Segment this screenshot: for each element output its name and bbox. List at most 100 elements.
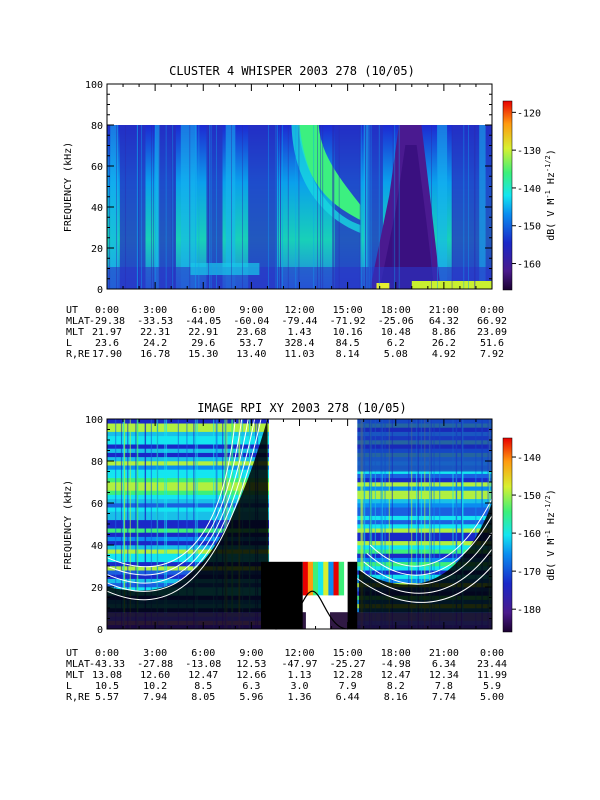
- table-cell: 11.99: [477, 670, 507, 681]
- table-cell: 6.34: [432, 659, 456, 670]
- table-cell: 8.16: [384, 692, 408, 703]
- panel2-ephemeris-table: UTMLATMLTLR,RE0:00-43.3313.0810.55.573:0…: [66, 648, 507, 703]
- table-cell: 18:00: [381, 648, 411, 659]
- colorbar-tick-label: -160: [517, 529, 541, 540]
- table-row-label: MLAT: [66, 659, 90, 670]
- table-cell: 5.9: [483, 681, 501, 692]
- table-cell: -43.33: [89, 659, 125, 670]
- table-cell: 8.05: [191, 692, 215, 703]
- table-cell: 15:00: [333, 648, 363, 659]
- table-cell: 8.86: [432, 327, 456, 338]
- table-cell: 3.0: [290, 681, 308, 692]
- table-cell: 6:00: [191, 305, 215, 316]
- table-cell: 10.5: [95, 681, 119, 692]
- panel1-spectrogram: [107, 125, 492, 289]
- table-cell: 10.16: [333, 327, 363, 338]
- table-cell: 6.2: [387, 338, 405, 349]
- panel1-colorbar: -120 -130 -140 -150 -160 dB( V M-1 Hz-1/2): [502, 100, 557, 291]
- table-cell: 5.57: [95, 692, 119, 703]
- y-tick-label: 100: [85, 80, 103, 91]
- table-cell: 23.6: [95, 338, 119, 349]
- panel1-colorbar-bar: [502, 100, 513, 291]
- table-cell: 16.78: [140, 349, 170, 360]
- table-row-label: MLT: [66, 670, 84, 681]
- table-cell: 13.08: [92, 670, 122, 681]
- table-cell: 7.74: [432, 692, 456, 703]
- table-cell: 12.47: [188, 670, 218, 681]
- table-cell: 12:00: [284, 305, 314, 316]
- table-cell: 328.4: [284, 338, 314, 349]
- table-cell: -25.27: [330, 659, 366, 670]
- colorbar-tick-label: -140: [517, 184, 541, 195]
- table-cell: -47.97: [281, 659, 317, 670]
- y-tick-label: 80: [91, 457, 103, 468]
- table-cell: 24.2: [143, 338, 167, 349]
- table-cell: 7.8: [435, 681, 453, 692]
- panel2-title: IMAGE RPI XY 2003 278 (10/05): [197, 401, 407, 415]
- panel1-axis-ticks: 0 20 40 60 80 100: [85, 80, 493, 296]
- table-cell: -25.06: [378, 316, 414, 327]
- table-cell: 7.92: [480, 349, 504, 360]
- table-cell: -27.88: [137, 659, 173, 670]
- table-cell: 0:00: [480, 648, 504, 659]
- colorbar-tick-label: -120: [517, 108, 541, 119]
- table-cell: 22.91: [188, 327, 218, 338]
- table-cell: 0:00: [480, 305, 504, 316]
- colorbar-tick-label: -170: [517, 567, 541, 578]
- table-cell: -13.08: [185, 659, 221, 670]
- table-cell: 7.9: [339, 681, 357, 692]
- table-cell: 13.40: [236, 349, 266, 360]
- table-cell: 0:00: [95, 648, 119, 659]
- table-row-label: UT: [66, 648, 78, 659]
- table-cell: 5.96: [239, 692, 263, 703]
- table-cell: -44.05: [185, 316, 221, 327]
- table-cell: 12.60: [140, 670, 170, 681]
- table-cell: 9:00: [239, 305, 263, 316]
- panel2-colorbar-label: dB( V M-1 Hz-1/2): [544, 489, 557, 581]
- y-tick-label: 60: [91, 499, 103, 510]
- table-row-label: L: [66, 681, 72, 692]
- colorbar-tick-label: -150: [517, 491, 541, 502]
- y-tick-label: 80: [91, 121, 103, 132]
- table-cell: 51.6: [480, 338, 504, 349]
- table-row-label: UT: [66, 305, 78, 316]
- y-tick-label: 60: [91, 162, 103, 173]
- panel2-spectrogram: [106, 416, 493, 630]
- table-cell: 1.43: [287, 327, 311, 338]
- panel1-plot-area: 0 20 40 60 80 100: [85, 80, 493, 296]
- panel2-colorbar-bar: [502, 437, 513, 633]
- table-cell: 29.6: [191, 338, 215, 349]
- table-cell: 21:00: [429, 648, 459, 659]
- panel1-title: CLUSTER 4 WHISPER 2003 278 (10/05): [169, 64, 415, 78]
- table-cell: 53.7: [239, 338, 263, 349]
- table-cell: 8.14: [336, 349, 360, 360]
- table-cell: -71.92: [330, 316, 366, 327]
- colorbar-tick-label: -140: [517, 453, 541, 464]
- table-cell: 66.92: [477, 316, 507, 327]
- table-cell: 1.36: [287, 692, 311, 703]
- table-cell: 12:00: [284, 648, 314, 659]
- table-row-label: MLAT: [66, 316, 90, 327]
- table-cell: -33.53: [137, 316, 173, 327]
- table-cell: 8.2: [387, 681, 405, 692]
- table-cell: 12.28: [333, 670, 363, 681]
- y-tick-label: 100: [85, 415, 103, 426]
- table-cell: 21.97: [92, 327, 122, 338]
- table-cell: 12.66: [236, 670, 266, 681]
- table-cell: 12.53: [236, 659, 266, 670]
- table-cell: 7.94: [143, 692, 167, 703]
- panel2-axis-ticks: 0 20 40 60 80 100: [85, 415, 493, 636]
- table-cell: 5.00: [480, 692, 504, 703]
- table-cell: -4.98: [381, 659, 411, 670]
- table-cell: 11.03: [284, 349, 314, 360]
- panel1-ylabel: FREQUENCY (kHz): [63, 142, 74, 232]
- table-cell: 64.32: [429, 316, 459, 327]
- y-tick-label: 0: [97, 625, 103, 636]
- table-cell: 18:00: [381, 305, 411, 316]
- table-row-label: R,RE: [66, 349, 90, 360]
- table-cell: -29.38: [89, 316, 125, 327]
- table-cell: 6.44: [336, 692, 360, 703]
- table-cell: 5.08: [384, 349, 408, 360]
- table-cell: 26.2: [432, 338, 456, 349]
- panel1-ephemeris-table: UTMLATMLTLR,RE0:00-29.3821.9723.617.903:…: [66, 305, 507, 360]
